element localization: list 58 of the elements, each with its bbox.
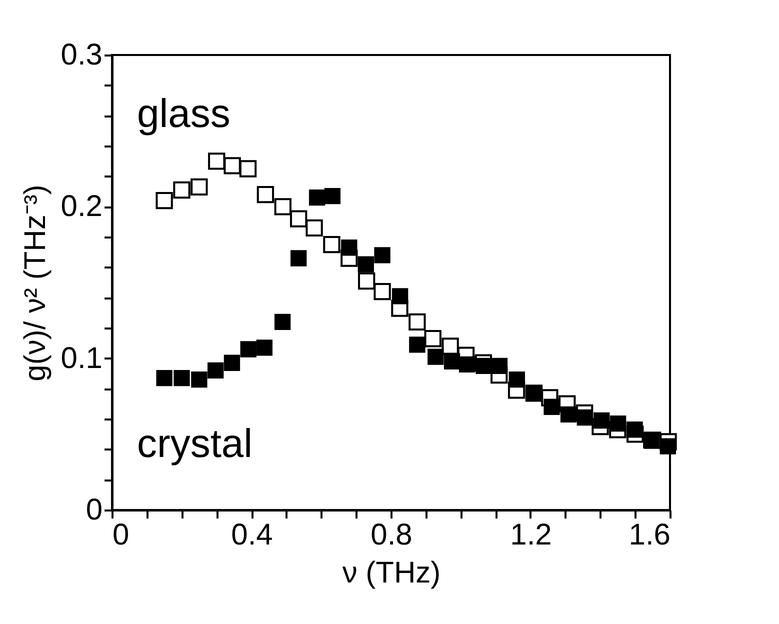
x-tick-label: 0.8 [370,518,412,552]
y-tick-label: 0.1 [60,342,102,375]
point [191,371,208,388]
point [207,362,224,379]
point [458,356,476,372]
point [306,219,323,236]
point [374,283,391,300]
y-tick-label: 0.2 [60,190,102,224]
point [444,353,460,370]
point [476,358,492,374]
point [239,160,257,178]
point [442,338,459,355]
point [156,370,172,386]
point [256,340,272,356]
point [358,272,376,290]
point [560,406,577,423]
point [508,371,525,388]
point [408,313,426,331]
point [274,198,292,216]
point [156,192,173,210]
point [240,341,256,358]
point [190,178,208,196]
point [224,354,240,371]
y-axis-title: g(ν)/ ν² (THz⁻³) [18,184,52,382]
x-tick-label: 0 [112,518,130,552]
y-tick-label: 0 [86,494,102,526]
point [424,330,442,348]
point [173,181,190,199]
point [428,348,444,365]
point [374,247,390,264]
point [208,152,226,170]
point [491,358,508,374]
series-label: crystal [137,422,253,466]
point [358,256,374,272]
point [341,240,358,256]
point [274,314,291,330]
point [323,236,340,254]
x-axis-title: ν (THz) [342,556,441,590]
point [660,438,676,454]
point [544,398,560,415]
point [290,210,308,228]
point [290,250,307,266]
point [626,422,643,438]
series-label: glass [137,92,230,136]
point [256,186,274,204]
x-tick-label: 0.4 [231,518,273,552]
point [174,370,190,386]
x-tick-label: 1.6 [628,518,670,552]
point [308,189,326,206]
point [224,157,241,174]
x-tick-label: 1.2 [510,518,552,552]
point [324,188,340,204]
point [392,288,408,304]
y-tick-label: 0.3 [60,38,102,72]
point [576,409,593,426]
point [610,415,626,432]
point [594,412,610,429]
point [409,336,426,353]
